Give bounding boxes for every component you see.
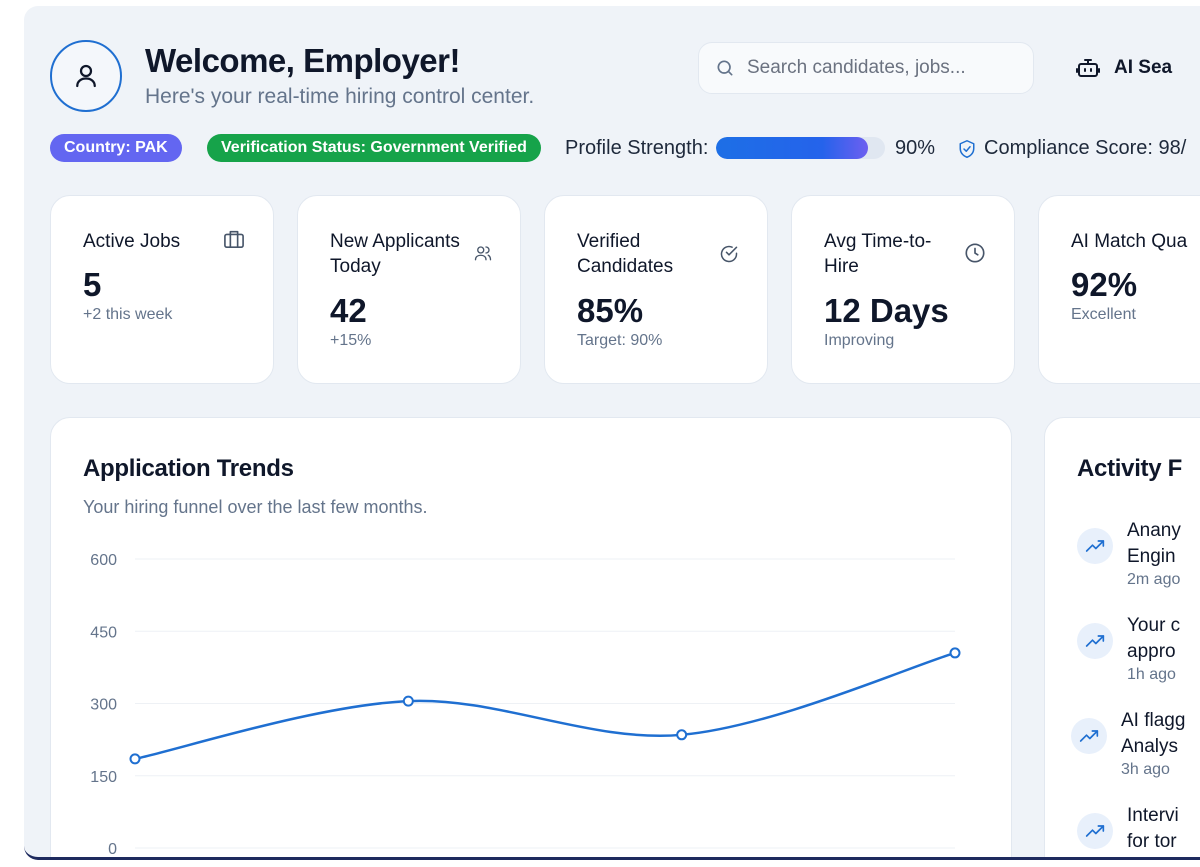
profile-strength-bar (716, 137, 885, 159)
stat-card-time-to-hire[interactable]: Avg Time-to-Hire 12 Days Improving (791, 195, 1015, 384)
country-badge: Country: PAK (50, 134, 182, 162)
stat-value: 12 Days (824, 292, 949, 329)
clock-icon (965, 243, 985, 263)
activity-item[interactable]: AI flagg Analys 3h ago (1071, 708, 1185, 780)
stat-card-verified-candidates[interactable]: Verified Candidates 85% Target: 90% (544, 195, 768, 384)
search-input[interactable] (747, 57, 1007, 79)
stat-card-new-applicants[interactable]: New Applicants Today 42 +15% (297, 195, 521, 384)
trending-up-icon (1071, 718, 1107, 754)
activity-text: Engin (1127, 546, 1176, 567)
activity-title: Activity F (1077, 455, 1183, 482)
check-circle-icon (720, 245, 738, 263)
y-tick-label: 300 (90, 697, 117, 714)
user-icon (76, 64, 96, 88)
data-point[interactable] (402, 695, 414, 707)
stat-card-ai-match-quality[interactable]: AI Match Qua 92% Excellent (1038, 195, 1200, 384)
stat-label: Active Jobs (83, 231, 181, 252)
search-icon (717, 60, 733, 76)
stat-value: 42 (330, 292, 367, 329)
activity-time: 1h ago (1127, 666, 1176, 683)
panel-subtitle: Your hiring funnel over the last few mon… (83, 497, 428, 517)
trending-up-icon (1077, 813, 1113, 849)
y-tick-label: 600 (90, 552, 117, 569)
activity-text: Anany (1127, 520, 1181, 541)
stat-note: Target: 90% (577, 332, 663, 349)
ai-search-label: AI Sea (1114, 57, 1173, 78)
profile-strength-label: Profile Strength: (565, 137, 709, 159)
stat-label: Verified Candidates (577, 231, 674, 277)
robot-icon (1076, 59, 1100, 77)
y-tick-label: 150 (90, 769, 117, 786)
panel-title: Application Trends (83, 455, 294, 482)
data-point[interactable] (949, 647, 961, 659)
stat-note: Excellent (1071, 306, 1136, 323)
activity-text: Your c (1127, 615, 1181, 636)
activity-time: 3h ago (1121, 761, 1170, 778)
compliance-score-label: Compliance Score: 98/ (984, 137, 1187, 159)
stat-note: +2 this week (83, 306, 173, 323)
verification-badge: Verification Status: Government Verified (207, 134, 541, 162)
application-trends-panel: Application Trends Your hiring funnel ov… (50, 417, 1012, 858)
series-line (134, 651, 956, 761)
profile-strength-fill (716, 137, 869, 159)
shield-check-icon (959, 139, 975, 158)
avatar[interactable] (50, 40, 122, 112)
stat-note: +15% (330, 332, 372, 349)
dashboard-frame: Welcome, Employer! Here's your real-time… (24, 6, 1200, 860)
page-title: Welcome, Employer! (145, 42, 461, 79)
y-tick-label: 450 (90, 624, 117, 641)
data-point[interactable] (676, 729, 688, 741)
y-tick-label: 0 (108, 841, 117, 858)
stat-label: New Applicants Today (330, 231, 460, 277)
stat-value: 5 (83, 266, 102, 303)
ai-search-button[interactable]: AI Sea (1076, 56, 1172, 80)
activity-text: AI flagg (1121, 710, 1186, 731)
activity-text: appro (1127, 641, 1176, 662)
activity-text: Intervi (1127, 805, 1179, 826)
stat-value: 92% (1071, 266, 1138, 303)
trending-up-icon (1077, 528, 1113, 564)
briefcase-icon (224, 230, 244, 248)
trending-up-icon (1077, 623, 1113, 659)
activity-time: 2m ago (1127, 571, 1181, 588)
page-subtitle: Here's your real-time hiring control cen… (145, 85, 535, 108)
stat-value: 85% (577, 292, 644, 329)
activity-item[interactable]: Intervi for tor (1077, 803, 1179, 855)
stat-label: AI Match Qua (1071, 231, 1188, 252)
profile-strength-value: 90% (895, 137, 936, 159)
activity-text: for tor (1127, 831, 1177, 852)
compliance-score: Compliance Score: 98/ (958, 137, 1186, 160)
activity-feed-panel: Activity F Anany Engin 2m ago Your c app… (1044, 417, 1200, 857)
stat-note: Improving (824, 332, 895, 349)
search-box[interactable] (698, 42, 1034, 94)
activity-text: Analys (1121, 736, 1179, 757)
activity-item[interactable]: Your c appro 1h ago (1077, 613, 1180, 685)
line-chart: 600 450 300 150 0 (90, 552, 961, 858)
activity-item[interactable]: Anany Engin 2m ago (1077, 518, 1181, 590)
users-icon (474, 246, 492, 261)
stat-label: Avg Time-to-Hire (824, 231, 932, 277)
stat-card-active-jobs[interactable]: Active Jobs 5 +2 this week (50, 195, 274, 384)
data-point[interactable] (129, 753, 141, 765)
